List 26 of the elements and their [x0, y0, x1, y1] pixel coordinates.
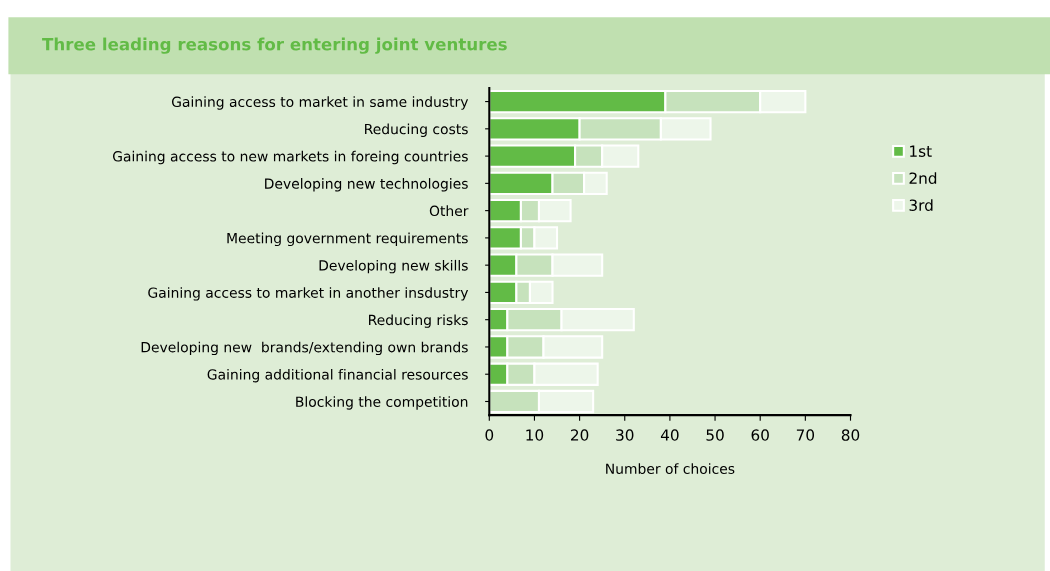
x-tick-label: 80 [841, 429, 860, 441]
x-tick-label: 10 [526, 429, 544, 441]
y-tick-label: Developing new technologies [265, 178, 468, 192]
x-axis-title: Number of choices [606, 463, 735, 474]
y-tick-label: Blocking the competition [296, 396, 468, 410]
x-tick-label: 70 [796, 429, 815, 441]
x-tick-label: 50 [706, 429, 724, 441]
y-tick-label: Gaining additional financial resources [207, 368, 468, 383]
y-tick-label: Developing new brands/extending own brands [141, 341, 468, 356]
x-tick-label: 60 [751, 429, 769, 441]
y-tick-label: Reducing risks [369, 314, 468, 328]
y-tick-label: Gaining access to market in same industry [171, 96, 469, 110]
x-tick-label: 20 [571, 429, 589, 441]
legend-label: 3rd [909, 199, 933, 211]
y-tick-label: Gaining access to market in another insdustry [148, 287, 469, 301]
y-tick-label: Meeting government requirements [227, 232, 468, 247]
x-tick-label: 40 [660, 429, 679, 441]
y-tick-label: Reducing costs [365, 123, 468, 137]
text: Three leading reasons for entering joint ventures [42, 37, 507, 54]
legend-label: 1st [910, 145, 932, 157]
x-tick-label: 30 [616, 429, 634, 441]
y-tick-label: Other [429, 205, 469, 217]
y-tick-label: Gaining access to new markets in foreing countries [112, 150, 468, 165]
legend-label: 2nd [909, 172, 937, 184]
x-tick-label: 0 [485, 429, 494, 441]
y-tick-label: Developing new skills [319, 259, 468, 274]
